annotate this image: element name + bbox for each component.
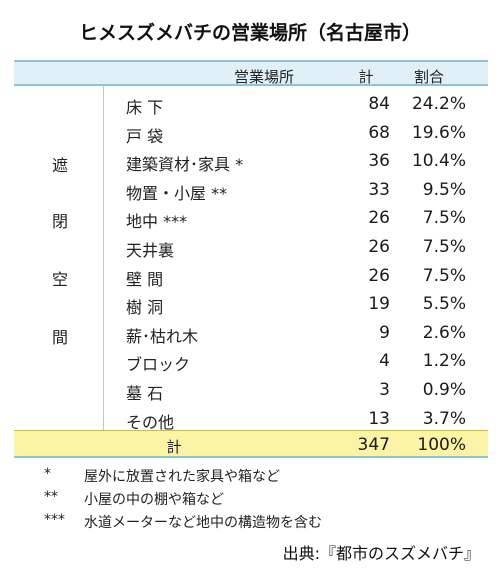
table-row: 地中 *** 26 7.5% — [104, 204, 488, 233]
group-label-enclosed-space: 遮 閉 空 間 — [14, 86, 104, 430]
footnote-text: 屋外に放置された家具や箱など — [84, 469, 280, 485]
row-count: 9 — [379, 322, 390, 343]
table-row: 戸 袋 68 19.6% — [104, 119, 488, 148]
table-row: 物置・小屋 ** 33 9.5% — [104, 176, 488, 205]
row-place: 戸 袋 — [126, 126, 164, 146]
table-row: その他 13 3.7% — [104, 405, 488, 434]
row-ratio: 7.5% — [422, 236, 466, 257]
table-row: 天井裏 26 7.5% — [104, 233, 488, 262]
row-place: 樹 洞 — [126, 298, 164, 318]
group-label-char: 閉 — [51, 212, 68, 231]
row-ratio: 2.6% — [422, 322, 466, 343]
row-count: 13 — [368, 408, 390, 429]
row-place: その他 — [126, 412, 175, 432]
page-title: ヒメスズメバチの営業場所（名古屋市） — [78, 22, 421, 44]
table-row: 壁 間 26 7.5% — [104, 262, 488, 291]
row-count: 33 — [368, 179, 390, 200]
table-row: 樹 洞 19 5.5% — [104, 290, 488, 319]
group-label-char: 遮 — [51, 156, 68, 175]
group-label-char: 間 — [51, 328, 68, 347]
row-place: 墓 石 — [126, 383, 164, 403]
row-ratio: 19.6% — [411, 122, 466, 143]
row-count: 84 — [368, 94, 390, 114]
row-place: 天井裏 — [126, 240, 175, 260]
footnote-mark: ** — [44, 489, 58, 505]
source-citation: 出典:『都市のスズメバチ』 — [282, 544, 480, 563]
row-ratio: 0.9% — [422, 379, 466, 400]
row-ratio: 10.4% — [411, 151, 466, 172]
row-place: 物置・小屋 ** — [126, 183, 228, 203]
row-count: 26 — [368, 265, 390, 286]
row-place: 床 下 — [126, 98, 164, 117]
row-ratio: 24.2% — [411, 94, 466, 114]
table-body: 床 下 84 24.2% 戸 袋 68 19.6% 建築資材･家具 * 36 1… — [104, 90, 488, 433]
total-row: 計 347 100% — [14, 430, 488, 458]
header-count: 計 — [358, 68, 374, 86]
table-row: 薪･枯れ木 9 2.6% — [104, 319, 488, 348]
row-count: 36 — [368, 151, 390, 172]
nest-location-table: 営業場所 計 割合 遮 閉 空 間 床 下 84 24.2% 戸 袋 68 19… — [14, 60, 488, 458]
footnote-text: 水道メーターなど地中の構造物を含む — [84, 515, 322, 531]
footnote-mark: *** — [44, 512, 65, 528]
row-count: 4 — [379, 351, 390, 372]
table-row: 墓 石 3 0.9% — [104, 376, 488, 405]
row-ratio: 3.7% — [422, 408, 466, 429]
footnote-mark: * — [44, 466, 51, 482]
row-place: 地中 *** — [126, 212, 188, 232]
row-count: 19 — [368, 294, 390, 315]
table-row: 床 下 84 24.2% — [104, 90, 488, 119]
total-count: 347 — [357, 435, 390, 455]
row-place: ブロック — [126, 355, 191, 375]
row-ratio: 7.5% — [422, 265, 466, 286]
table-header: 営業場所 計 割合 — [14, 60, 488, 86]
table-row: ブロック 4 1.2% — [104, 347, 488, 376]
row-ratio: 5.5% — [422, 294, 466, 315]
total-ratio: 100% — [417, 435, 466, 455]
row-count: 26 — [368, 236, 390, 257]
row-count: 26 — [368, 208, 390, 229]
total-label: 計 — [166, 438, 182, 456]
footnote-text: 小屋の中の棚や箱など — [84, 492, 224, 508]
row-ratio: 9.5% — [422, 179, 466, 200]
row-place: 建築資材･家具 * — [126, 155, 244, 175]
table-row: 建築資材･家具 * 36 10.4% — [104, 147, 488, 176]
header-place: 営業場所 — [234, 68, 295, 86]
row-count: 3 — [379, 379, 390, 400]
group-label-char: 空 — [51, 270, 68, 289]
row-ratio: 7.5% — [422, 208, 466, 229]
header-ratio: 割合 — [413, 68, 444, 86]
row-place: 薪･枯れ木 — [126, 326, 199, 346]
row-count: 68 — [368, 122, 390, 143]
row-ratio: 1.2% — [422, 351, 466, 372]
row-place: 壁 間 — [126, 269, 164, 289]
